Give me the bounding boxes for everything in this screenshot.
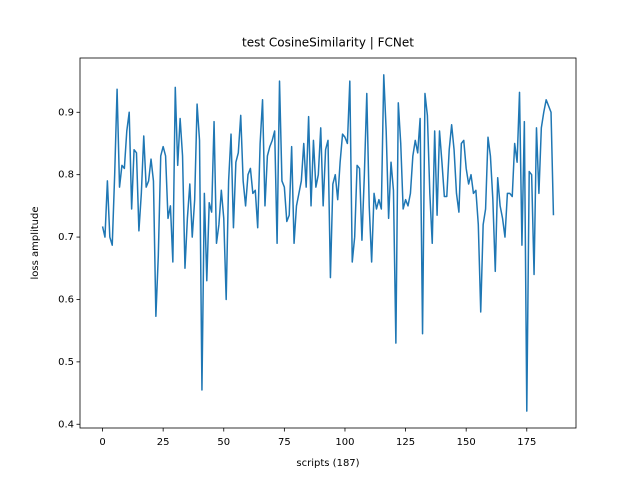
x-tick-label: 175 bbox=[517, 437, 536, 448]
x-tick-label: 100 bbox=[335, 437, 354, 448]
axes-frame bbox=[79, 57, 577, 429]
x-tick-label: 75 bbox=[278, 437, 291, 448]
x-axis-label: scripts (187) bbox=[296, 458, 359, 469]
y-tick-label: 0.6 bbox=[58, 294, 74, 305]
y-tick-label: 0.4 bbox=[58, 419, 74, 430]
y-tick-label: 0.8 bbox=[58, 170, 74, 181]
x-tick-label: 25 bbox=[157, 437, 170, 448]
y-tick-label: 0.9 bbox=[58, 107, 74, 118]
x-tick-label: 125 bbox=[396, 437, 415, 448]
x-tick-label: 150 bbox=[457, 437, 476, 448]
y-axis-label: loss amplitude bbox=[30, 206, 41, 279]
y-tick-label: 0.7 bbox=[58, 232, 74, 243]
x-tick-label: 50 bbox=[217, 437, 230, 448]
x-tick-label: 0 bbox=[99, 437, 105, 448]
chart-title: test CosineSimilarity | FCNet bbox=[242, 36, 414, 50]
y-tick-label: 0.5 bbox=[58, 357, 74, 368]
data-line bbox=[101, 74, 555, 412]
